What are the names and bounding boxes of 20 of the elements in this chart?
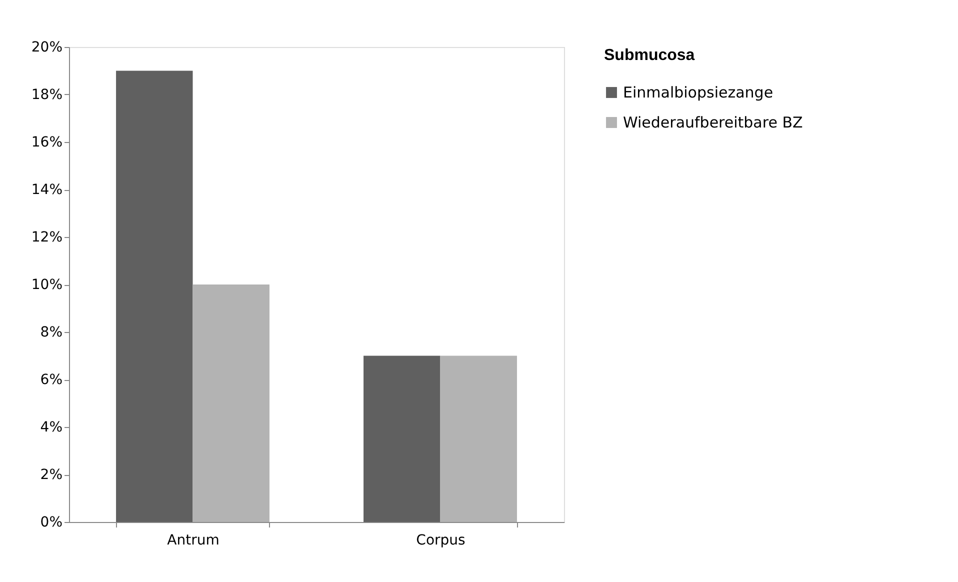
bar <box>440 356 517 522</box>
legend-title: Submucosa <box>604 47 695 64</box>
y-tick-label: 6% <box>40 372 62 388</box>
y-tick-label: 0% <box>40 514 62 530</box>
bar <box>192 284 270 522</box>
x-tick-label: Antrum <box>167 532 220 548</box>
legend-label: Wiederaufbereitbare BZ <box>623 114 803 132</box>
y-tick-label: 20% <box>31 40 62 56</box>
y-tick-label: 10% <box>31 277 62 293</box>
y-tick-label: 16% <box>31 134 62 150</box>
bar <box>116 70 193 522</box>
bar <box>364 356 440 522</box>
y-tick-label: 12% <box>31 230 62 246</box>
y-tick-label: 4% <box>40 420 62 436</box>
legend-label: Einmalbiopsiezange <box>623 84 774 102</box>
y-tick-label: 2% <box>40 467 62 483</box>
y-tick-label: 14% <box>31 182 62 198</box>
y-tick-label: 18% <box>31 87 62 103</box>
y-tick-label: 8% <box>40 324 62 340</box>
x-tick-label: Corpus <box>416 532 466 548</box>
